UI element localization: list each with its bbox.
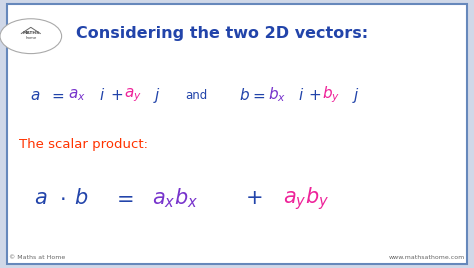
Text: $+$: $+$ <box>109 88 123 103</box>
Text: $b_x$: $b_x$ <box>268 86 286 105</box>
Text: home: home <box>25 36 36 40</box>
FancyBboxPatch shape <box>7 4 467 264</box>
Text: $=$: $=$ <box>111 188 133 208</box>
Text: $\cdot$: $\cdot$ <box>59 188 65 208</box>
Text: $=$: $=$ <box>250 88 266 103</box>
Text: $a_x$: $a_x$ <box>68 87 86 103</box>
Circle shape <box>0 19 62 54</box>
Text: $b$: $b$ <box>238 87 250 103</box>
Text: and: and <box>186 89 208 102</box>
Text: © Maths at Home: © Maths at Home <box>9 255 66 260</box>
Text: $a_y b_y$: $a_y b_y$ <box>283 185 329 212</box>
Text: MATHS: MATHS <box>22 31 39 35</box>
Text: $j$: $j$ <box>352 86 359 105</box>
Text: $a$: $a$ <box>34 188 47 208</box>
Text: $a$: $a$ <box>30 88 41 103</box>
Text: $+$: $+$ <box>245 188 262 208</box>
Text: Considering the two 2D vectors:: Considering the two 2D vectors: <box>76 26 368 41</box>
Text: $+$: $+$ <box>308 88 321 103</box>
Text: $j$: $j$ <box>154 86 161 105</box>
Text: www.mathsathome.com: www.mathsathome.com <box>388 255 465 260</box>
Text: $=$: $=$ <box>49 88 65 103</box>
Text: $b_y$: $b_y$ <box>322 85 340 105</box>
Text: $a_x b_x$: $a_x b_x$ <box>152 187 199 210</box>
Text: $b$: $b$ <box>74 188 89 208</box>
Text: The scalar product:: The scalar product: <box>19 138 148 151</box>
Text: $a_y$: $a_y$ <box>124 86 142 104</box>
Text: $i$: $i$ <box>99 87 105 103</box>
Text: $i$: $i$ <box>298 87 304 103</box>
